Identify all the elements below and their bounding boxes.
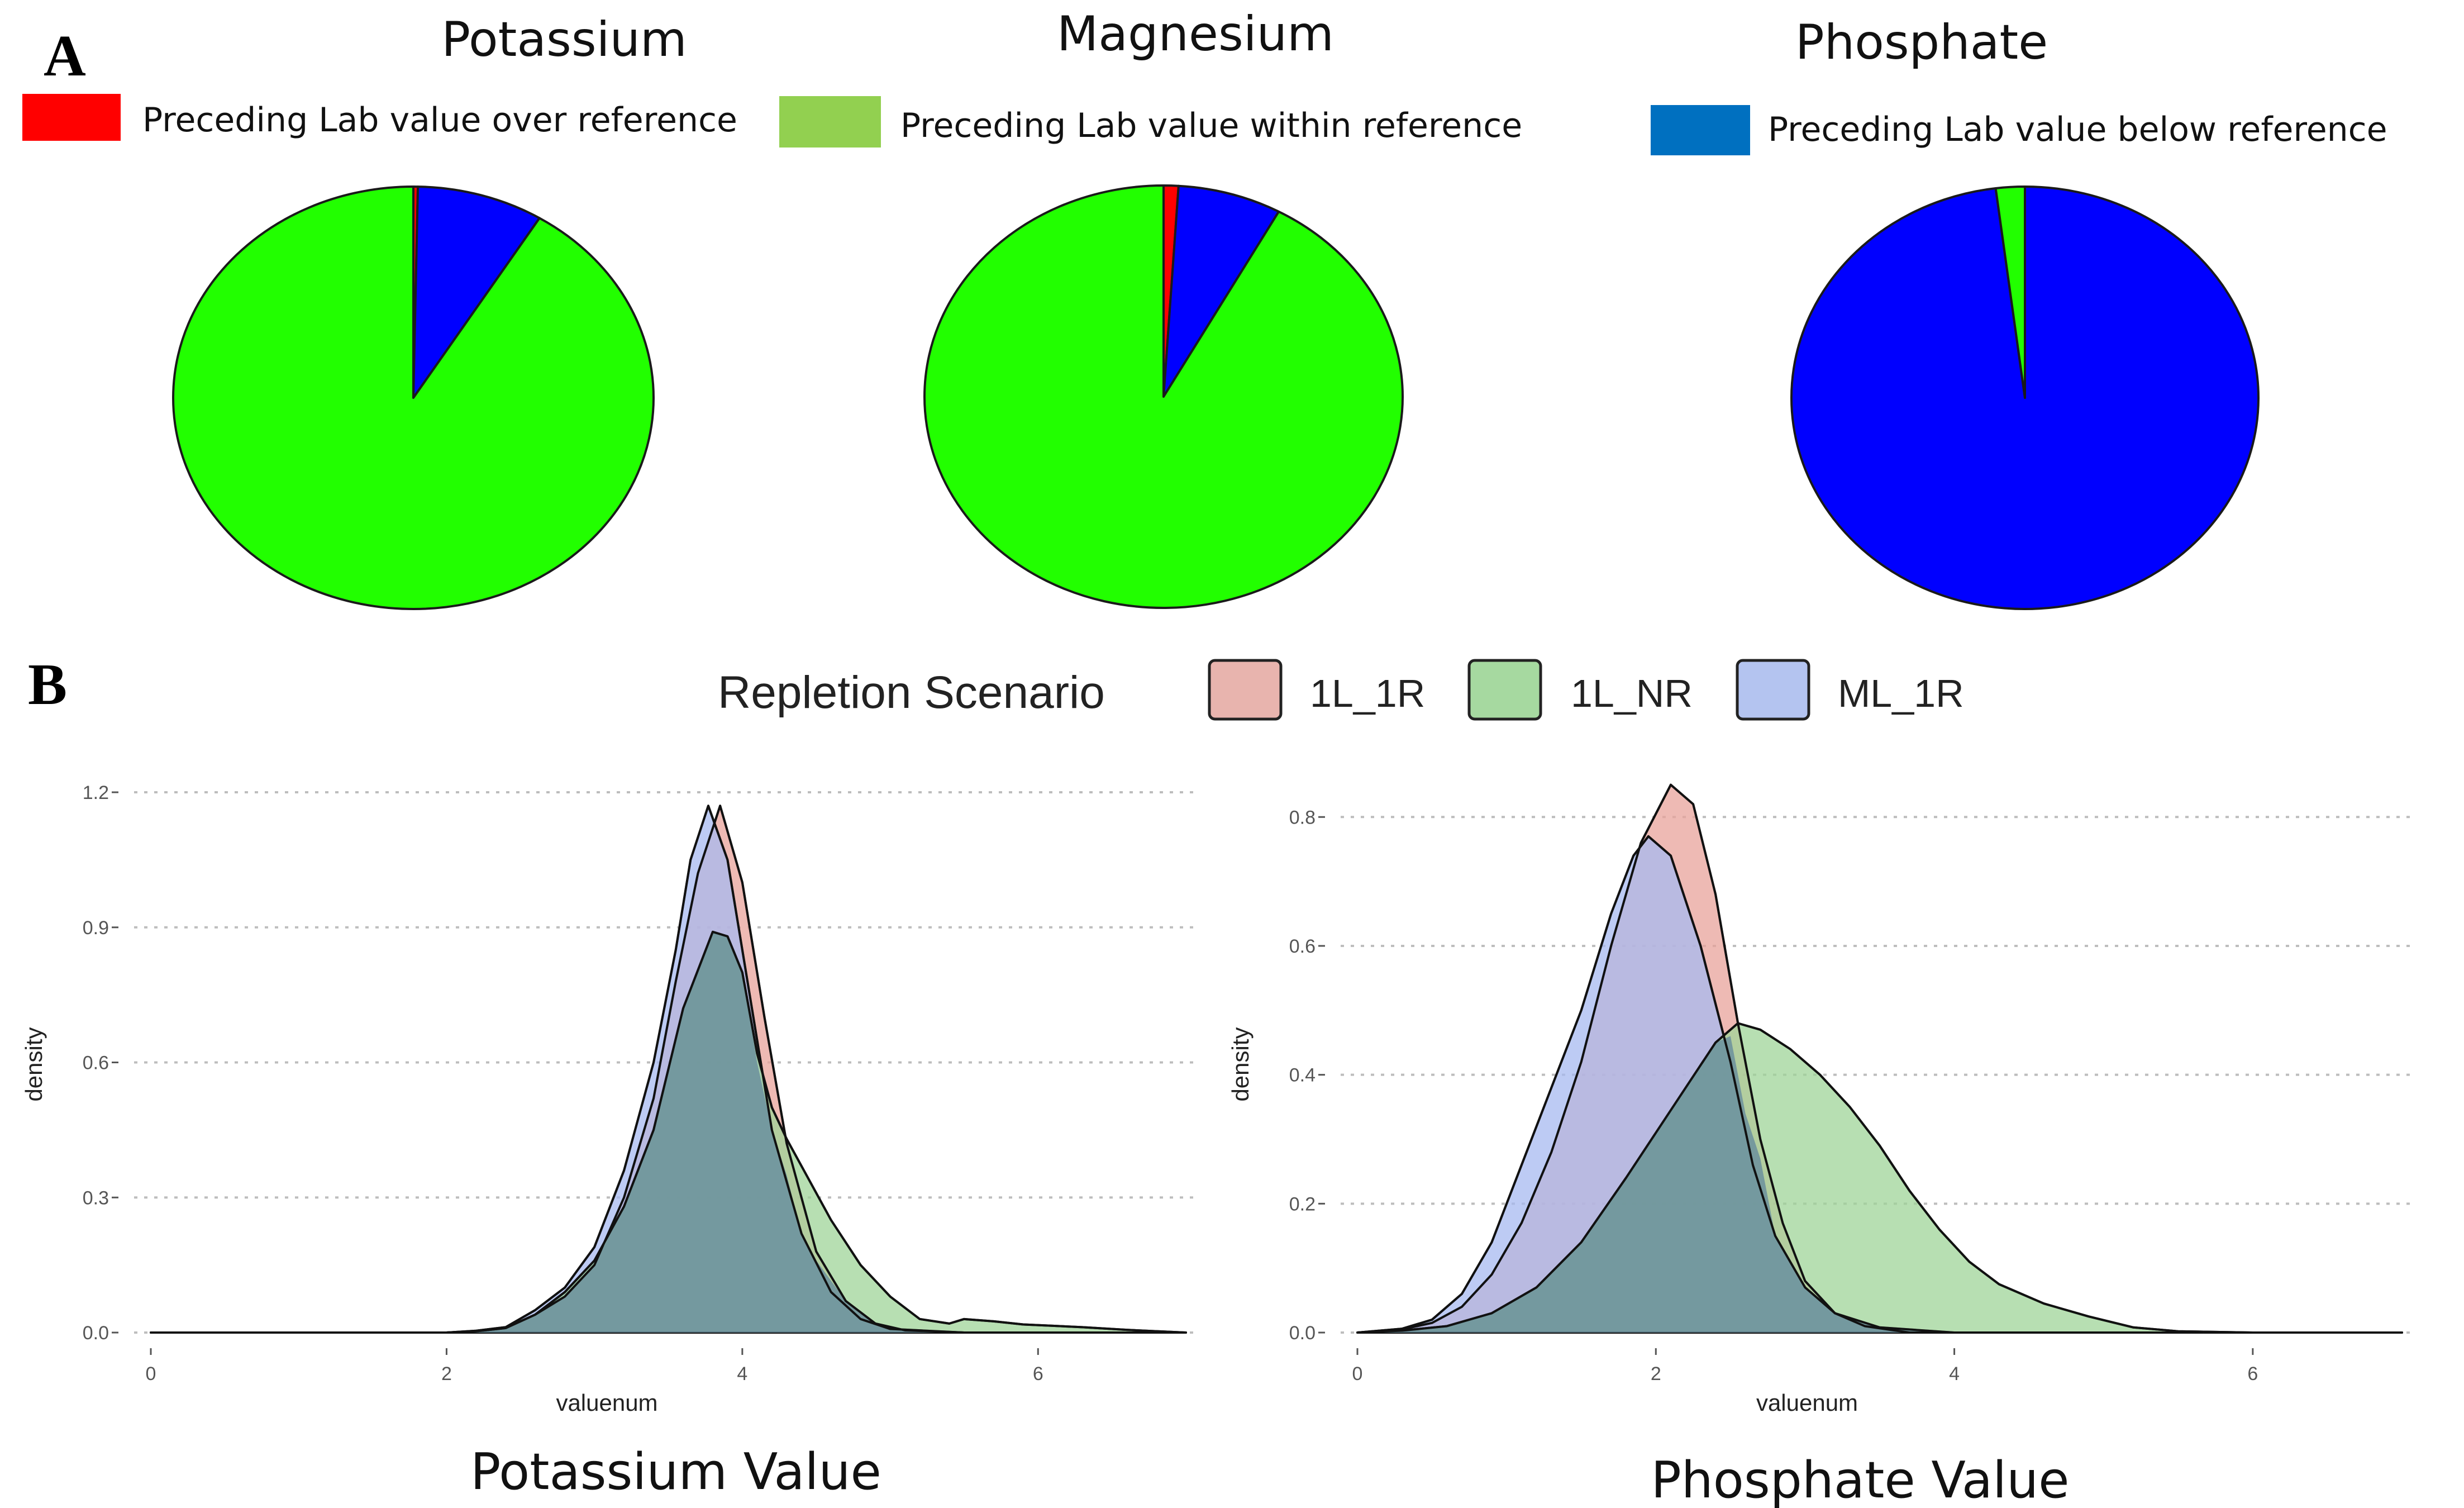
y-tick-label: 0.8 [1289,807,1316,828]
panel-b-label: B [28,651,67,717]
legend-label-below: Preceding Lab value below reference [1768,110,2387,149]
y-tick-label: 0.0 [1289,1323,1316,1344]
y-tick-label: 0.9 [83,917,109,939]
legend-b-label-1lnr: 1L_NR [1571,672,1693,715]
legend-b-swatch-1lnr [1467,659,1542,721]
x-tick-label: 6 [1033,1363,1043,1385]
pie-magnesium [923,184,1404,609]
legend-b-label-1l1r: 1L_1R [1310,672,1425,715]
pie-slice-within-reference [923,184,1404,609]
y-tick-label: 0.6 [1289,936,1316,957]
legend-swatch-within [779,96,881,148]
legend-label-within: Preceding Lab value within reference [900,106,1522,145]
pie-slice-below-reference [412,185,541,399]
legend-b-swatch-1l1r [1208,659,1283,721]
pie-title-potassium: Potassium [441,12,687,68]
pie-slice-below-reference [1162,184,1280,398]
x-tick-label: 0 [146,1363,156,1385]
density-outline-1L_NR [1357,1022,2402,1334]
legend-swatch-over [22,94,121,141]
y-tick-label: 0.2 [1289,1193,1316,1215]
x-axis-label: valuenum [556,1390,657,1416]
xlabel-phosphate-value: Phosphate Value [1651,1451,2069,1508]
density-plot-phosphate: 0.0 0.2 0.4 0.6 0.8 0 2 4 6 valuenum density [1227,783,2413,1416]
y-axis-label: density [21,1027,47,1101]
pie-title-phosphate: Phosphate [1795,15,2048,70]
density-area-overlap [151,931,1186,1333]
legend-b-title: Repletion Scenario [718,667,1105,718]
y-tick-label: 0.0 [83,1323,109,1344]
x-axis-label: valuenum [1756,1390,1858,1416]
legend-b-label-ml1r: ML_1R [1838,672,1964,715]
x-tick-label: 2 [1651,1363,1661,1385]
panel-a-label: A [44,23,86,88]
legend-swatch-below [1651,105,1750,155]
density-plot-potassium: 0.0 0.3 0.6 0.9 1.2 0 2 4 6 valuenum density [21,782,1197,1416]
density-outline-1L_1R [1357,783,2402,1334]
y-tick-label: 0.4 [1289,1065,1316,1086]
x-tick-label: 4 [1949,1363,1960,1385]
legend-b-swatch-ml1r [1736,659,1810,721]
density-outline-ML_1R [1357,835,2402,1334]
x-tick-label: 4 [737,1363,747,1385]
legend-label-over: Preceding Lab value over reference [142,101,737,140]
y-axis-label: density [1227,1027,1254,1101]
x-tick-label: 0 [1352,1363,1363,1385]
density-outline-1L_NR [151,930,1186,1334]
x-tick-label: 6 [2247,1363,2258,1385]
xlabel-potassium-value: Potassium Value [470,1443,881,1501]
density-outline-ML_1R [151,805,1186,1334]
pie-title-magnesium: Magnesium [1057,6,1334,62]
pie-slice-within-reference [172,185,655,610]
pie-phosphate [1790,185,2260,610]
y-tick-label: 0.6 [83,1053,109,1074]
pie-slice-within-reference [1994,185,2026,399]
x-tick-label: 2 [441,1363,452,1385]
density-area-overlap [1357,1036,2402,1333]
y-tick-label: 1.2 [83,782,109,803]
pie-potassium [172,185,655,610]
y-tick-label: 0.3 [83,1187,109,1209]
